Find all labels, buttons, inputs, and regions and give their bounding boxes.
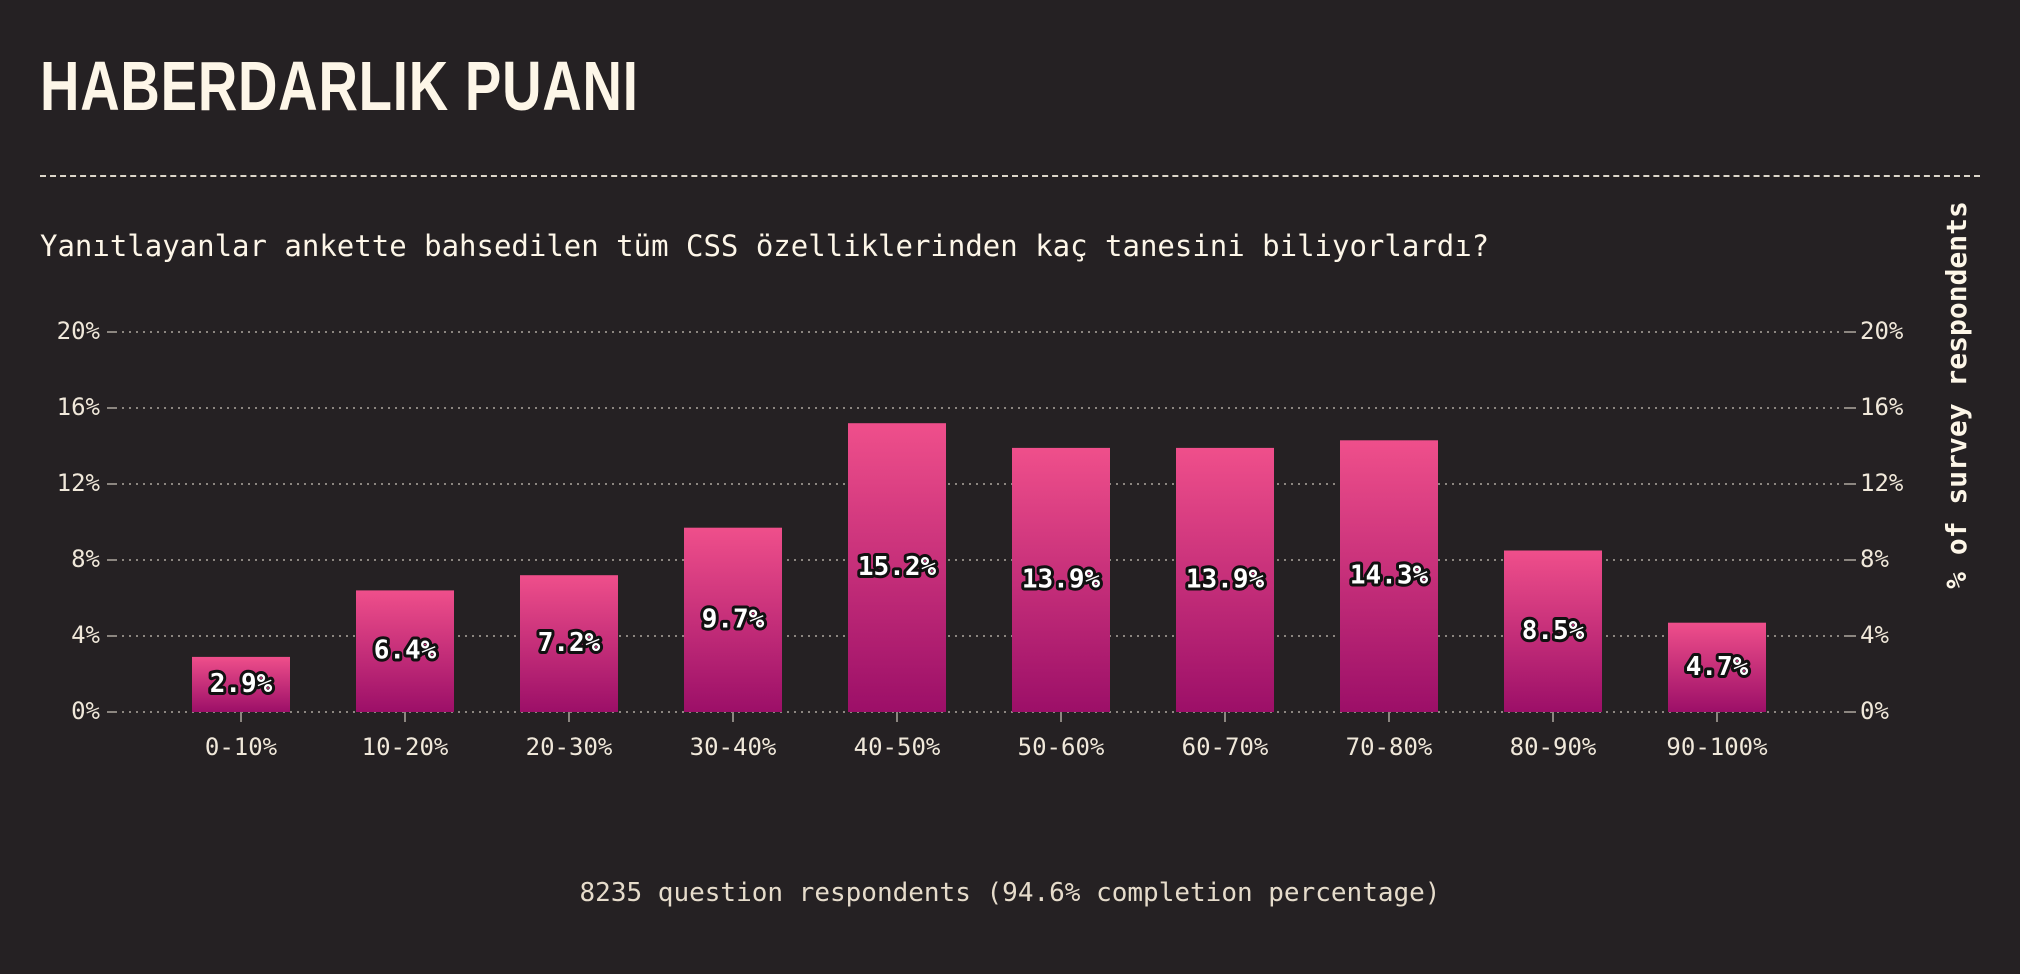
bar-value-label: 2.9% <box>210 669 273 699</box>
category-label: 30-40% <box>690 733 777 761</box>
bar <box>520 575 618 712</box>
label-layer: 2.9% 0-10% 6.4% 10-20% 7.2% 20-30% 9.7% 30-40% 1… <box>205 549 1768 761</box>
category-label: 20-30% <box>526 733 613 761</box>
bar <box>192 656 290 712</box>
page-title: HABERDARLIK PUANI <box>40 47 639 125</box>
category-label: 70-80% <box>1346 733 1433 761</box>
right-tick-label: 4% <box>1860 621 1889 649</box>
right-tick-label: 8% <box>1860 545 1889 573</box>
chart-question: Yanıtlayanlar ankette bahsedilen tüm CSS… <box>40 229 1490 263</box>
bar-value-label: 9.7% <box>702 604 765 634</box>
right-tick-label: 12% <box>1860 469 1904 497</box>
bar-value-label: 13.9% <box>1186 564 1265 594</box>
category-label: 0-10% <box>205 733 278 761</box>
bar <box>1340 440 1438 712</box>
bar <box>1668 622 1766 712</box>
left-tick-label: 12% <box>57 469 101 497</box>
bar-value-label: 6.4% <box>374 636 437 666</box>
category-label: 60-70% <box>1182 733 1269 761</box>
y-axis-title: % of survey respondents <box>1940 201 1973 589</box>
bar-value-label: 14.3% <box>1350 561 1429 591</box>
left-tick-label: 8% <box>71 545 100 573</box>
bar-value-label: 13.9% <box>1022 564 1101 594</box>
category-label: 50-60% <box>1018 733 1105 761</box>
category-label: 90-100% <box>1666 733 1768 761</box>
left-tick-label: 0% <box>71 697 100 725</box>
left-tick-label: 16% <box>57 393 101 421</box>
bar <box>356 590 454 712</box>
grid-layer: 0% 0% 4% 4% 8% 8% 12% 12% 16% 16% 20% 20% <box>57 317 1904 725</box>
bar <box>684 527 782 712</box>
bar-value-label: 8.5% <box>1522 616 1585 646</box>
bar-value-label: 4.7% <box>1686 652 1749 682</box>
category-label: 80-90% <box>1510 733 1597 761</box>
left-tick-label: 4% <box>71 621 100 649</box>
bar-value-label: 7.2% <box>538 628 601 658</box>
category-label: 40-50% <box>854 733 941 761</box>
bar-layer <box>192 423 1766 722</box>
category-label: 10-20% <box>362 733 449 761</box>
right-tick-label: 20% <box>1860 317 1904 345</box>
bar <box>1504 550 1602 712</box>
awareness-bar-chart: 0% 0% 4% 4% 8% 8% 12% 12% 16% 16% 20% 20% 2.9% 0-10%… <box>57 201 1973 761</box>
right-tick-label: 16% <box>1860 393 1904 421</box>
left-tick-label: 20% <box>57 317 101 345</box>
right-tick-label: 0% <box>1860 697 1889 725</box>
bar <box>1012 447 1110 712</box>
bar-value-label: 15.2% <box>858 552 937 582</box>
bar <box>1176 447 1274 712</box>
bar <box>848 423 946 712</box>
title-divider <box>40 175 1980 177</box>
respondents-note: 8235 question respondents (94.6% complet… <box>579 878 1441 908</box>
